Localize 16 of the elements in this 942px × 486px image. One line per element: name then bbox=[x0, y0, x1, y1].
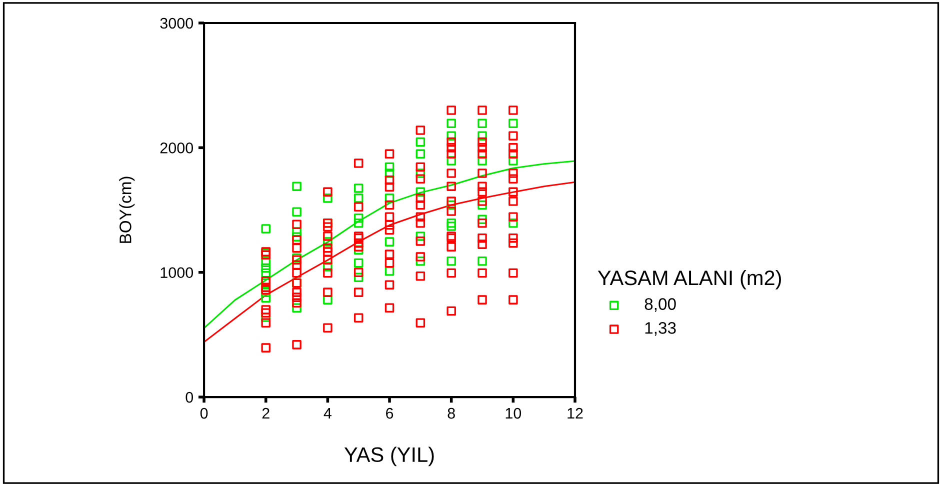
x-tick-label: 4 bbox=[324, 408, 332, 419]
y-axis-title: BOY(cm) bbox=[119, 176, 135, 243]
x-tick-label: 8 bbox=[448, 408, 455, 419]
y-tick-label: 3000 bbox=[160, 18, 194, 29]
x-tick-label: 10 bbox=[506, 408, 522, 419]
legend-label: 1,33 bbox=[645, 322, 676, 336]
x-tick-label: 2 bbox=[262, 408, 270, 419]
legend-label: 8,00 bbox=[644, 298, 676, 312]
x-tick-label: 0 bbox=[200, 408, 208, 419]
x-tick-label: 12 bbox=[568, 408, 583, 419]
y-tick-label: 2000 bbox=[160, 142, 194, 154]
x-tick-label: 6 bbox=[386, 408, 394, 419]
y-tick-label: 0 bbox=[186, 392, 194, 403]
y-tick-label: 1000 bbox=[160, 267, 194, 278]
legend-title: YASAM ALANI (m2) bbox=[598, 270, 781, 290]
x-axis-title: YAS (YIL) bbox=[344, 446, 434, 466]
